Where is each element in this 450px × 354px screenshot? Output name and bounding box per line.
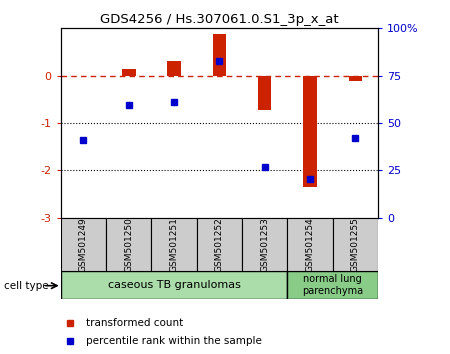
Text: GSM501255: GSM501255 bbox=[351, 217, 360, 272]
Bar bbox=[288, 218, 333, 271]
Title: GDS4256 / Hs.307061.0.S1_3p_x_at: GDS4256 / Hs.307061.0.S1_3p_x_at bbox=[100, 13, 339, 26]
Bar bbox=[333, 218, 378, 271]
Text: transformed count: transformed count bbox=[86, 318, 184, 328]
Text: normal lung
parenchyma: normal lung parenchyma bbox=[302, 274, 363, 296]
Bar bbox=[242, 218, 288, 271]
Bar bbox=[212, 34, 226, 76]
Text: GSM501252: GSM501252 bbox=[215, 217, 224, 272]
Bar bbox=[106, 218, 151, 271]
Text: GSM501250: GSM501250 bbox=[124, 217, 133, 272]
Text: cell type: cell type bbox=[4, 281, 49, 291]
Text: GSM501251: GSM501251 bbox=[170, 217, 179, 272]
Bar bbox=[197, 218, 242, 271]
Bar bbox=[61, 218, 106, 271]
Text: GSM501249: GSM501249 bbox=[79, 217, 88, 272]
Text: percentile rank within the sample: percentile rank within the sample bbox=[86, 336, 262, 346]
Bar bbox=[167, 61, 181, 76]
Bar bbox=[349, 76, 362, 81]
Bar bbox=[61, 271, 288, 299]
Text: GSM501253: GSM501253 bbox=[260, 217, 269, 272]
Bar bbox=[151, 218, 197, 271]
Text: GSM501254: GSM501254 bbox=[306, 217, 315, 272]
Bar bbox=[122, 69, 135, 76]
Bar bbox=[303, 76, 317, 187]
Bar bbox=[288, 271, 378, 299]
Text: caseous TB granulomas: caseous TB granulomas bbox=[108, 280, 240, 290]
Bar bbox=[258, 76, 271, 110]
